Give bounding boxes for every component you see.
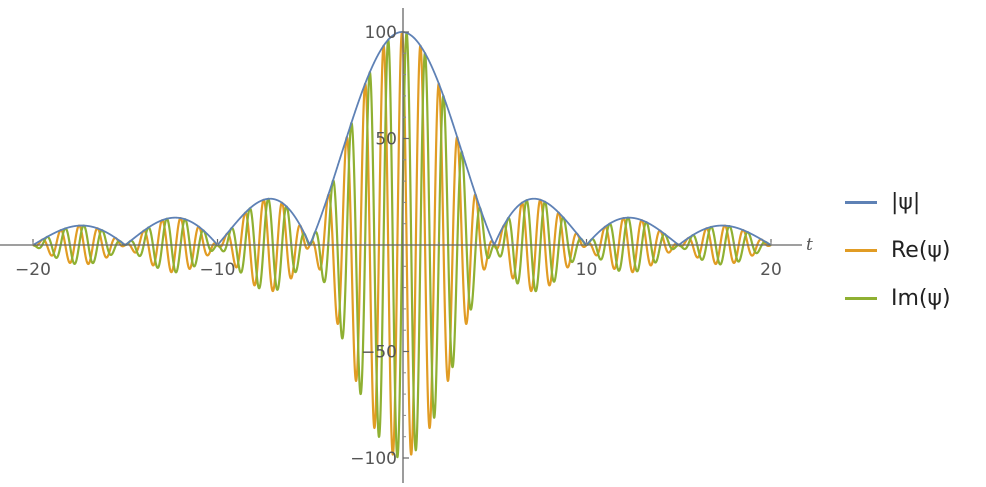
x-tick-label: 10 (576, 260, 598, 280)
legend-label-im: Im(ψ) (891, 285, 951, 311)
x-tick-label: −20 (15, 260, 51, 280)
y-tick-label: 50 (375, 130, 397, 150)
y-tick-label: −100 (350, 449, 397, 469)
legend: |ψ| Re(ψ) Im(ψ) (845, 178, 980, 322)
legend-item-abs: |ψ| (845, 178, 980, 226)
axes-layer (0, 8, 802, 483)
legend-swatch-re (845, 248, 877, 252)
legend-item-re: Re(ψ) (845, 226, 980, 274)
series-abs-line (32, 31, 772, 246)
legend-label-abs: |ψ| (891, 189, 921, 215)
x-tick-label: −10 (200, 260, 236, 280)
legend-item-im: Im(ψ) (845, 274, 980, 322)
legend-swatch-abs (845, 200, 877, 204)
ticks-layer: −20 −10 10 20 100 50 −50 −100 (15, 23, 782, 469)
x-axis-title: t (806, 235, 813, 255)
y-tick-label: 100 (365, 23, 397, 43)
x-tick-label: 20 (760, 260, 782, 280)
y-tick-label: −50 (361, 343, 397, 363)
legend-swatch-im (845, 296, 877, 300)
legend-label-re: Re(ψ) (891, 237, 951, 263)
